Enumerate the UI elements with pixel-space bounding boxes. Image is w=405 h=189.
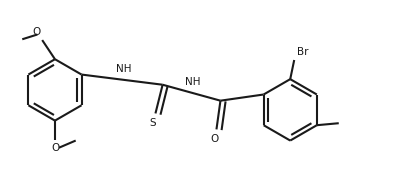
Text: NH: NH (185, 77, 200, 87)
Text: S: S (149, 118, 156, 128)
Text: O: O (51, 143, 60, 153)
Text: O: O (32, 27, 40, 37)
Text: O: O (210, 134, 219, 144)
Text: Br: Br (296, 47, 308, 57)
Text: NH: NH (116, 64, 132, 74)
